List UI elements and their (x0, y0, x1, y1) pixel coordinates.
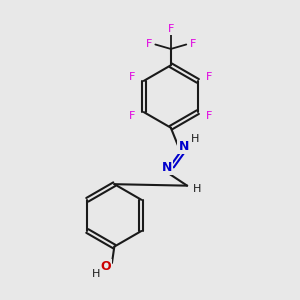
Text: H: H (193, 184, 201, 194)
Text: F: F (168, 24, 174, 34)
Text: F: F (146, 40, 152, 50)
Text: F: F (129, 111, 136, 121)
Text: F: F (190, 40, 196, 50)
Text: H: H (92, 269, 100, 279)
Text: N: N (162, 161, 172, 174)
Text: F: F (206, 72, 212, 82)
Text: F: F (206, 111, 212, 121)
Text: H: H (190, 134, 199, 144)
Text: N: N (178, 140, 189, 153)
Text: O: O (100, 260, 111, 273)
Text: F: F (129, 72, 136, 82)
